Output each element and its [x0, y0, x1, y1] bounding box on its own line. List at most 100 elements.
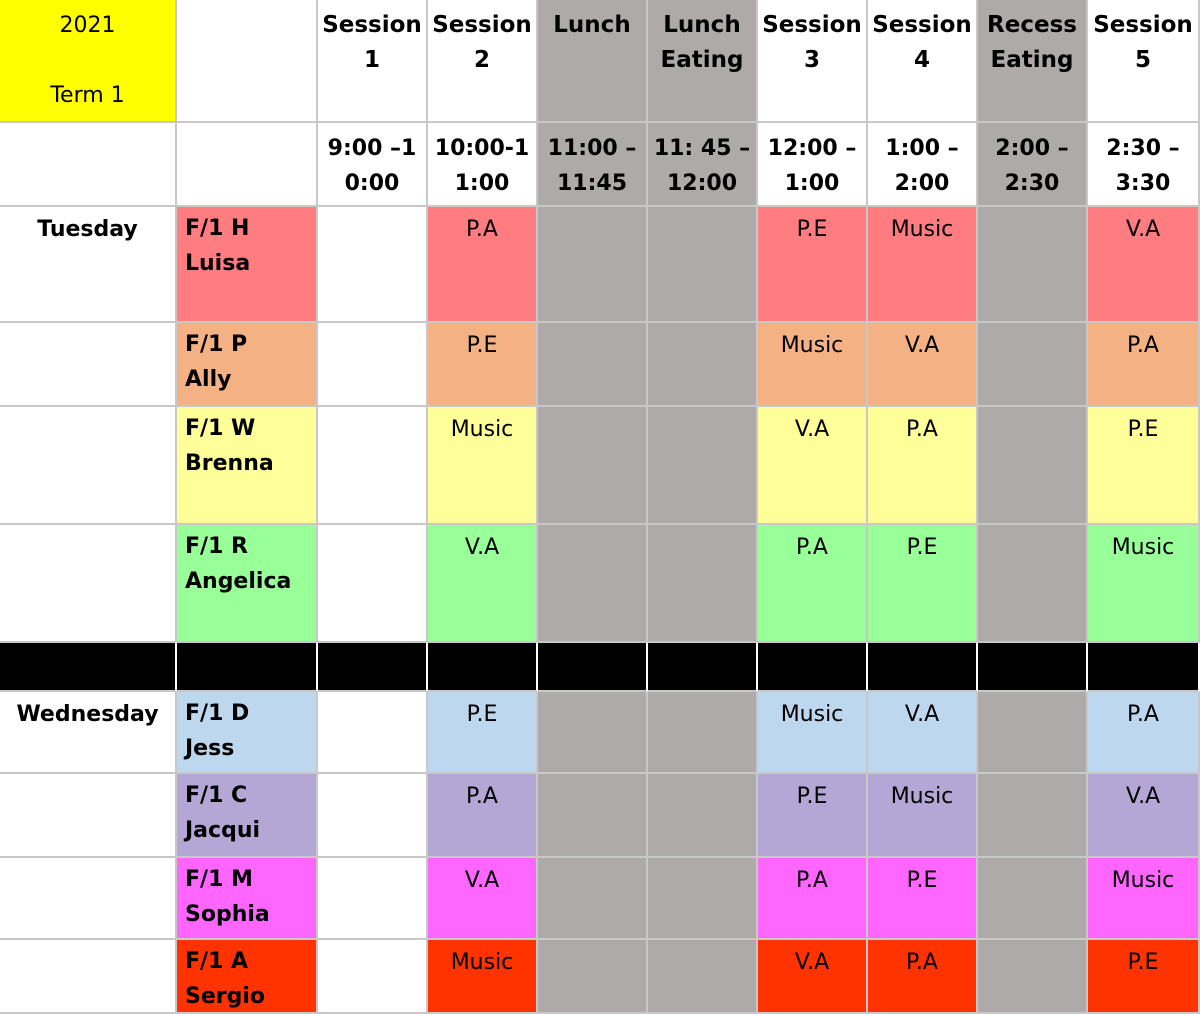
- break-cell: [538, 407, 648, 525]
- class-cell: F/1 P Ally: [177, 323, 318, 407]
- break-cell: [538, 774, 648, 858]
- subject-cell: [318, 940, 428, 1014]
- class-label: F/1 W: [185, 416, 256, 441]
- column-title-line: 2: [473, 47, 490, 73]
- subject-label: V.A: [904, 333, 940, 358]
- break-cell: [538, 940, 648, 1014]
- subject-label: P.E: [466, 333, 498, 358]
- class-cell: F/1 H Luisa: [177, 207, 318, 323]
- day-blank-cell: [0, 858, 177, 940]
- time-line: 10:00-1: [434, 136, 530, 161]
- day-blank-cell: [0, 407, 177, 525]
- column-header: Lunch Eating: [648, 0, 758, 123]
- subject-cell: V.A: [428, 858, 538, 940]
- time-cell: 11:00 – 11:45: [538, 123, 648, 207]
- subject-label: P.A: [1127, 333, 1159, 358]
- subject-label: P.E: [906, 535, 938, 560]
- break-cell: [978, 323, 1088, 407]
- subject-label: V.A: [794, 417, 830, 442]
- break-cell: [648, 323, 758, 407]
- class-label: Sophia: [185, 902, 270, 927]
- class-label: Ally: [185, 367, 232, 392]
- break-cell: [648, 407, 758, 525]
- break-cell: [978, 940, 1088, 1014]
- class-label: F/1 D: [185, 701, 250, 726]
- time-line: 12:00: [666, 171, 738, 196]
- class-cell: F/1 C Jacqui: [177, 774, 318, 858]
- time-line: 11:45: [556, 171, 628, 196]
- subject-cell: P.E: [868, 525, 978, 643]
- subject-label: Music: [1111, 868, 1175, 893]
- subject-label: Music: [450, 417, 514, 442]
- time-line: 2:30 –: [1106, 136, 1180, 161]
- subject-cell: [318, 774, 428, 858]
- column-header: Lunch: [538, 0, 648, 123]
- subject-cell: [318, 323, 428, 407]
- blank-time-cell: [0, 123, 177, 207]
- column-header: Session 3: [758, 0, 868, 123]
- divider-cell: [538, 643, 648, 692]
- break-cell: [978, 207, 1088, 323]
- column-title-line: Session: [762, 12, 862, 38]
- class-cell: F/1 D Jess: [177, 692, 318, 774]
- subject-label: V.A: [904, 702, 940, 727]
- subject-cell: P.E: [868, 858, 978, 940]
- column-title-line: Session: [872, 12, 972, 38]
- column-title-line: Session: [432, 12, 532, 38]
- class-label: Jacqui: [185, 818, 261, 843]
- day-label-cell: Wednesday: [0, 692, 177, 774]
- day-label: Tuesday: [37, 217, 138, 242]
- break-cell: [648, 858, 758, 940]
- subject-cell: V.A: [1088, 774, 1200, 858]
- time-line: 1:00 –: [885, 136, 959, 161]
- subject-cell: Music: [1088, 525, 1200, 643]
- subject-cell: P.E: [428, 692, 538, 774]
- time-line: 2:00: [894, 171, 950, 196]
- divider-cell: [758, 643, 868, 692]
- class-cell: F/1 R Angelica: [177, 525, 318, 643]
- subject-cell: [318, 858, 428, 940]
- class-cell: F/1 M Sophia: [177, 858, 318, 940]
- column-title-line: Eating: [990, 47, 1074, 73]
- subject-label: P.A: [796, 868, 828, 893]
- subject-label: P.A: [1127, 702, 1159, 727]
- subject-label: Music: [780, 702, 844, 727]
- column-header: Session 2: [428, 0, 538, 123]
- column-title-line: Session: [1093, 12, 1193, 38]
- class-label: F/1 H: [185, 216, 250, 241]
- divider-cell: [0, 643, 177, 692]
- subject-label: P.A: [906, 417, 938, 442]
- subject-label: V.A: [464, 535, 500, 560]
- column-title-line: Lunch: [553, 12, 631, 38]
- subject-label: Music: [450, 950, 514, 975]
- class-label: F/1 A: [185, 949, 249, 974]
- column-title-line: 4: [913, 47, 930, 73]
- break-cell: [978, 692, 1088, 774]
- break-cell: [978, 774, 1088, 858]
- subject-label: V.A: [1125, 217, 1161, 242]
- column-title-line: Lunch: [663, 12, 741, 38]
- subject-label: V.A: [1125, 784, 1161, 809]
- subject-cell: Music: [428, 407, 538, 525]
- break-cell: [978, 858, 1088, 940]
- divider-cell: [868, 643, 978, 692]
- subject-label: V.A: [794, 950, 830, 975]
- divider-cell: [318, 643, 428, 692]
- subject-cell: Music: [868, 774, 978, 858]
- class-label: F/1 P: [185, 332, 248, 357]
- blank-time-cell: [177, 123, 318, 207]
- time-line: 12:00 –: [767, 136, 857, 161]
- break-cell: [648, 207, 758, 323]
- time-cell: 12:00 – 1:00: [758, 123, 868, 207]
- subject-label: P.E: [796, 217, 828, 242]
- class-cell: F/1 W Brenna: [177, 407, 318, 525]
- time-line: 1:00: [454, 171, 510, 196]
- divider-cell: [428, 643, 538, 692]
- subject-cell: V.A: [1088, 207, 1200, 323]
- column-title-line: Eating: [660, 47, 744, 73]
- time-line: 9:00 –1: [327, 136, 417, 161]
- day-blank-cell: [0, 774, 177, 858]
- subject-cell: P.A: [428, 207, 538, 323]
- break-cell: [538, 525, 648, 643]
- time-line: 0:00: [344, 171, 400, 196]
